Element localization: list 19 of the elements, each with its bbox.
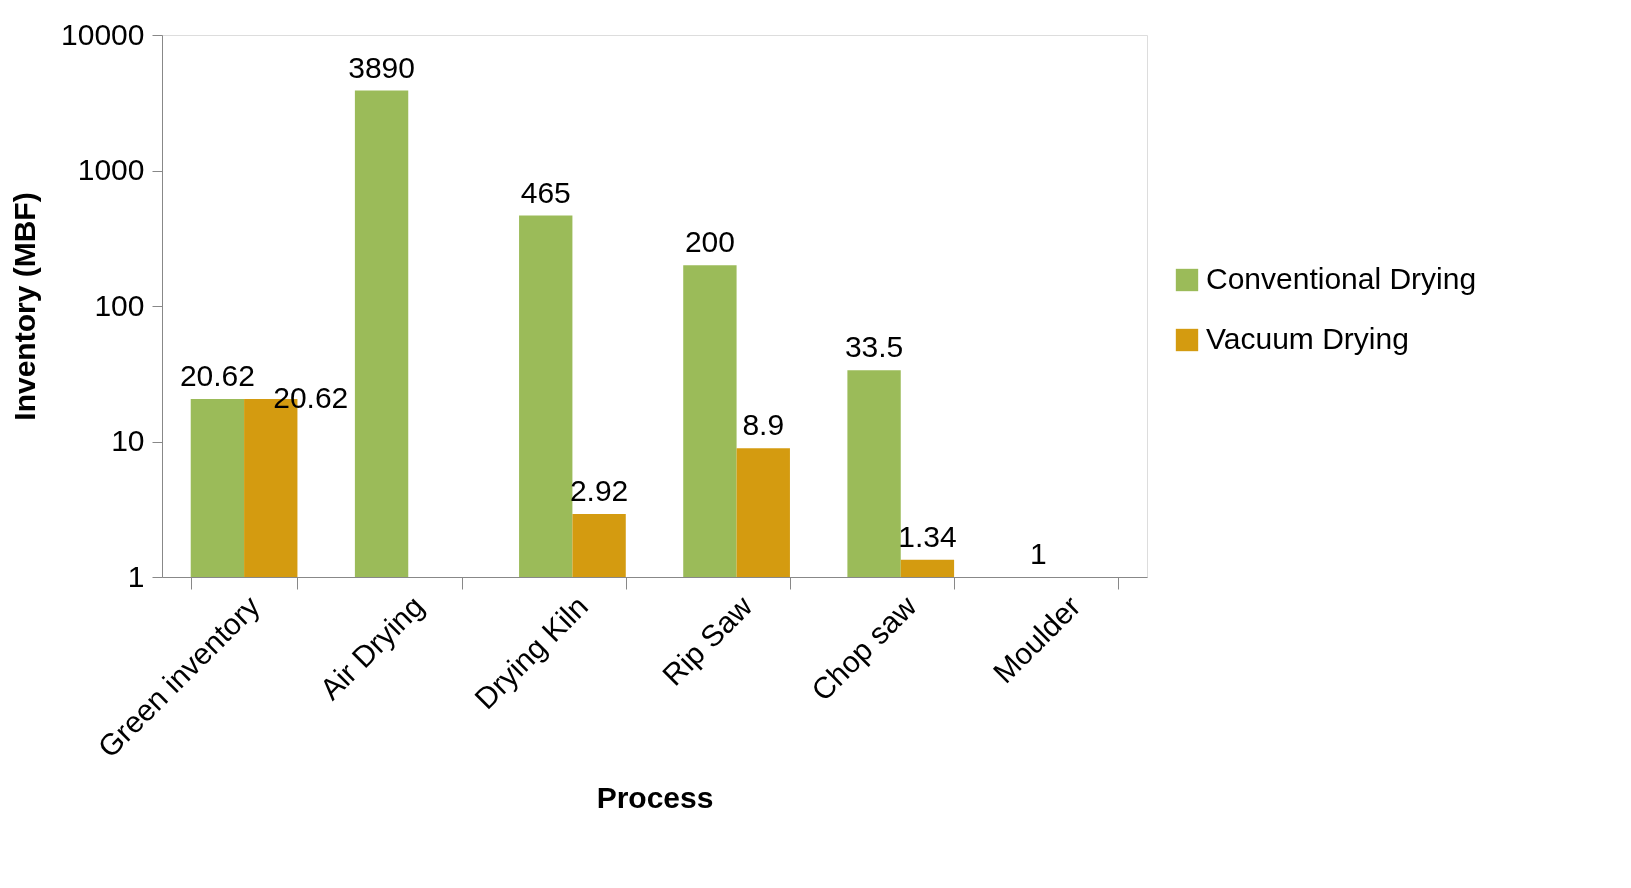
x-axis-title: Process <box>596 780 714 814</box>
data-label: 1 <box>1029 537 1047 570</box>
data-label: 33.5 <box>844 330 904 364</box>
x-tick-label: Rip Saw <box>655 589 759 692</box>
y-tick-label: 10 <box>111 424 145 457</box>
data-label: 20.62 <box>179 358 255 392</box>
legend-label: Vacuum Drying <box>1206 322 1409 355</box>
data-label: 3890 <box>348 50 415 84</box>
y-tick-label: 10000 <box>61 17 145 51</box>
data-label: 20.62 <box>273 380 349 414</box>
y-tick-label: 1 <box>127 559 145 593</box>
y-axis-title: Inventory (MBF) <box>8 192 42 421</box>
data-label: 200 <box>684 225 735 259</box>
y-tick-label: 1000 <box>77 153 145 186</box>
data-label: 465 <box>520 175 571 209</box>
data-label: 8.9 <box>742 408 785 442</box>
data-label: 1.34 <box>898 519 957 553</box>
y-tick-label: 100 <box>94 288 145 322</box>
legend-label: Conventional Drying <box>1206 262 1477 295</box>
